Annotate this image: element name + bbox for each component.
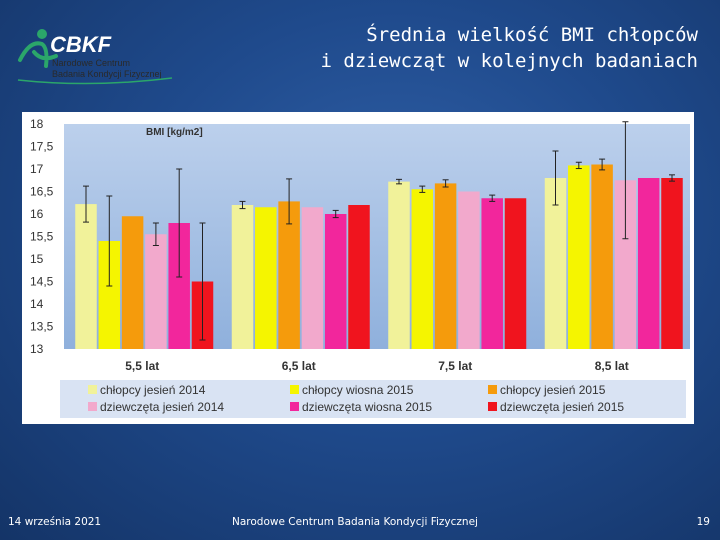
x-category-label: 5,5 lat [125, 359, 159, 373]
footer-org: Narodowe Centrum Badania Kondycji Fizycz… [232, 516, 478, 528]
logo-runner-icon [18, 41, 58, 68]
bar [324, 214, 347, 349]
bar [411, 189, 434, 349]
bar [568, 165, 590, 349]
bar [231, 205, 254, 349]
legend-label: chłopcy wiosna 2015 [302, 383, 414, 397]
y-tick-label: 15,5 [30, 230, 54, 244]
y-tick-label: 18 [30, 117, 44, 131]
x-category-label: 6,5 lat [282, 359, 316, 373]
y-tick-label: 14 [30, 297, 44, 311]
bar [591, 164, 613, 349]
legend-box [60, 380, 686, 418]
bar [278, 201, 300, 349]
legend-swatch [488, 385, 497, 394]
y-tick-label: 13 [30, 342, 44, 356]
legend-swatch [290, 402, 299, 411]
x-category-label: 7,5 lat [438, 359, 472, 373]
bar [504, 198, 527, 349]
title-line-1: Średnia wielkość BMI chłopców [366, 24, 698, 46]
bar [458, 191, 480, 349]
legend-label: chłopcy jesień 2014 [100, 383, 206, 397]
legend-swatch [488, 402, 497, 411]
chart-frame: 13 13,5 14 14,5 15 15,5 16 16,5 17 17,5 18 BMI [kg/… [22, 112, 694, 424]
footer-date: 14 września 2021 [8, 516, 102, 528]
bmi-bar-chart: 13 13,5 14 14,5 15 15,5 16 16,5 17 17,5 18 BMI [kg/… [30, 117, 690, 418]
bar [301, 207, 324, 349]
legend-swatch [290, 385, 299, 394]
logo: CBKF Narodowe Centrum Badania Kondycji F… [12, 22, 182, 92]
title-line-2: i dziewcząt w kolejnych badaniach [320, 50, 699, 72]
slide-title: Średnia wielkość BMI chłopców i dziewczą… [278, 22, 699, 74]
y-tick-label: 14,5 [30, 275, 54, 289]
x-category-label: 8,5 lat [595, 359, 629, 373]
legend-label: dziewczęta wiosna 2015 [302, 400, 432, 414]
bar [388, 181, 410, 349]
bar [544, 178, 567, 349]
footer-page-number: 19 [696, 516, 710, 528]
bar [637, 178, 660, 349]
legend-label: chłopcy jesień 2015 [500, 383, 606, 397]
bar [98, 241, 121, 349]
legend-label: dziewczęta jesień 2015 [500, 400, 624, 414]
y-tick-label: 13,5 [30, 320, 54, 334]
bar [255, 207, 277, 349]
bar [121, 216, 144, 349]
y-tick-label: 16 [30, 207, 44, 221]
bar [145, 234, 167, 349]
y-tick-label: 17 [30, 162, 44, 176]
logo-brand: CBKF [50, 32, 112, 57]
y-tick-label: 16,5 [30, 185, 54, 199]
y-tick-label: 15 [30, 252, 44, 266]
legend-label: dziewczęta jesień 2014 [100, 400, 224, 414]
legend-swatch [88, 402, 97, 411]
legend-swatch [88, 385, 97, 394]
bar [348, 205, 370, 349]
chart-title: BMI [kg/m2] [146, 127, 203, 138]
bar [75, 204, 97, 349]
bar [614, 180, 637, 349]
logo-head-icon [37, 29, 47, 39]
bar [481, 198, 503, 349]
logo-line1: Narodowe Centrum [52, 58, 130, 68]
bar [168, 223, 190, 349]
bar [434, 183, 457, 349]
bar [661, 178, 683, 349]
logo-line2: Badania Kondycji Fizycznej [52, 69, 162, 79]
y-tick-label: 17,5 [30, 140, 54, 154]
